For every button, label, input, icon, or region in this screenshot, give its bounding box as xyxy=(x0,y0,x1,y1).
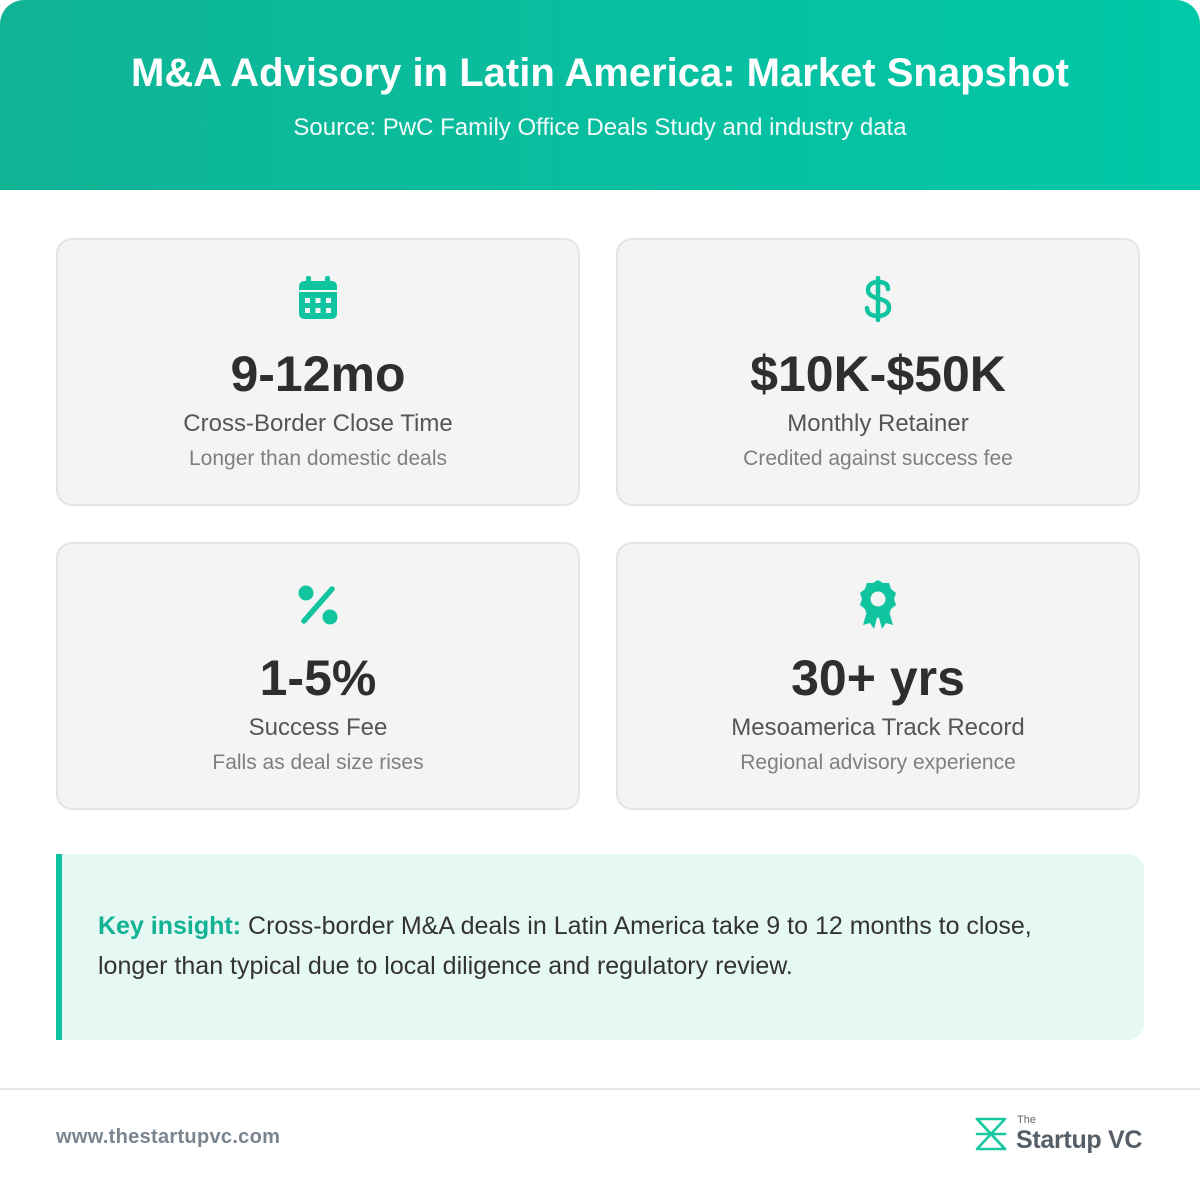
stat-value: $10K-$50K xyxy=(750,346,1006,402)
calendar-icon xyxy=(58,276,578,324)
startup-vc-logo-mark-icon xyxy=(975,1117,1007,1151)
insight-text: Key insight: Cross-border M&A deals in L… xyxy=(98,906,1084,986)
header-banner: M&A Advisory in Latin America: Market Sn… xyxy=(0,0,1200,190)
stat-label: Cross-Border Close Time xyxy=(183,410,453,437)
percent-icon xyxy=(58,584,578,632)
stat-card-success-fee: 1-5% Success Fee Falls as deal size rise… xyxy=(56,542,580,810)
stat-note: Falls as deal size rises xyxy=(212,751,424,774)
footer-divider xyxy=(0,1088,1200,1090)
award-icon xyxy=(618,578,1138,629)
insight-body: Cross-border M&A deals in Latin America … xyxy=(98,912,1032,980)
page-subtitle: Source: PwC Family Office Deals Study an… xyxy=(293,114,907,141)
stat-card-close-time: 9-12mo Cross-Border Close Time Longer th… xyxy=(56,238,580,506)
key-insight-callout: Key insight: Cross-border M&A deals in L… xyxy=(56,854,1144,1040)
stat-value: 9-12mo xyxy=(230,346,406,402)
stat-value: 1-5% xyxy=(259,650,377,706)
stat-value: 30+ yrs xyxy=(791,650,965,706)
logo-name: Startup VC xyxy=(1016,1126,1143,1154)
stat-label: Success Fee xyxy=(248,714,388,741)
stat-card-retainer: $10K-$50K Monthly Retainer Credited agai… xyxy=(616,238,1140,506)
stat-label: Mesoamerica Track Record xyxy=(731,714,1025,741)
page-title: M&A Advisory in Latin America: Market Sn… xyxy=(131,51,1069,95)
website-link[interactable]: www.thestartupvc.com xyxy=(56,1126,281,1148)
stat-card-track-record: 30+ yrs Mesoamerica Track Record Regiona… xyxy=(616,542,1140,810)
dollar-icon xyxy=(618,276,1138,324)
stat-note: Credited against success fee xyxy=(743,447,1013,470)
stat-label: Monthly Retainer xyxy=(787,410,969,437)
logo-small-text: The xyxy=(1017,1114,1036,1126)
startup-vc-logo[interactable]: The Startup VC xyxy=(974,1114,1146,1158)
insight-lead: Key insight: xyxy=(98,912,242,940)
stat-note: Longer than domestic deals xyxy=(189,447,447,470)
stat-note: Regional advisory experience xyxy=(740,751,1016,774)
